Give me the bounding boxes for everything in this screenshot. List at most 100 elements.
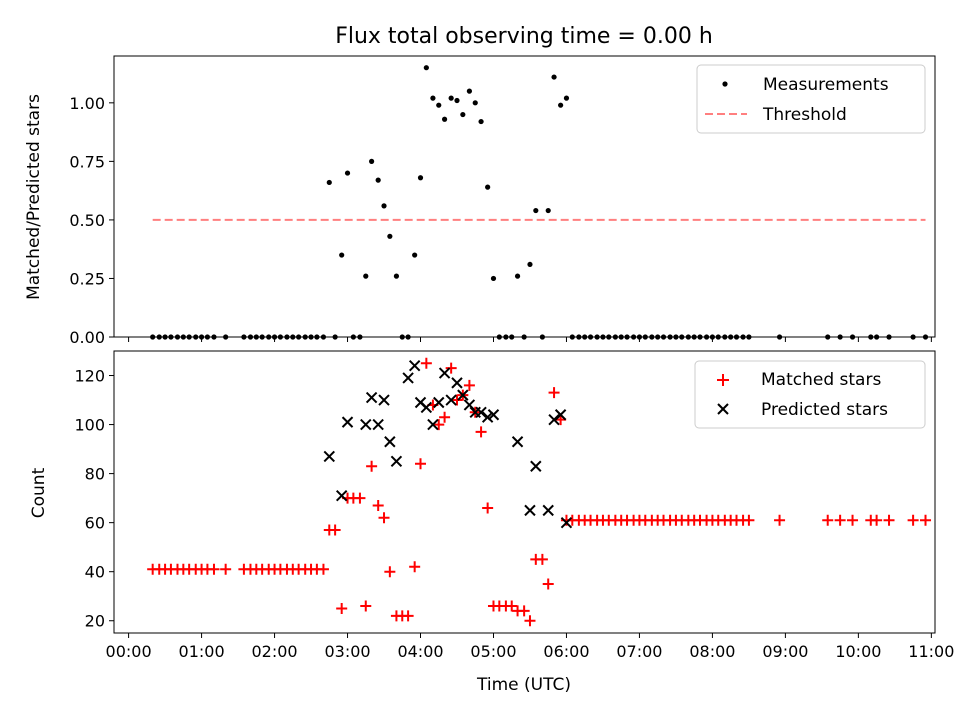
count-legend: Matched stars Predicted stars — [694, 360, 926, 429]
count-y-tick-label: 100 — [74, 416, 105, 435]
measurement-point — [563, 95, 570, 101]
predicted-stars-point — [341, 416, 354, 428]
matched-stars-point — [506, 600, 518, 612]
measurement-point — [375, 177, 381, 183]
predicted-stars-point — [445, 394, 457, 406]
predicted-stars-point — [402, 372, 414, 384]
matched-stars-point — [409, 561, 421, 573]
predicted-stars-point — [408, 360, 421, 372]
predicted-stars-point — [463, 399, 476, 411]
measurement-point — [448, 95, 454, 101]
count-x-tick-label: 06:00 — [543, 642, 589, 661]
matched-stars-point — [420, 357, 432, 369]
matched-stars-point — [920, 514, 932, 526]
matched-stars-point — [378, 512, 390, 524]
predicted-stars-point — [335, 489, 348, 502]
ratio-y-axis-label: Matched/Predicted stars — [24, 94, 44, 300]
measurement-point — [490, 275, 497, 282]
count-x-tick-label: 03:00 — [324, 642, 370, 661]
predicted-stars-point — [457, 389, 469, 401]
predicted-stars-point — [433, 396, 445, 409]
count-plot-area — [147, 357, 932, 627]
measurement-point — [454, 97, 460, 104]
matched-stars-legend-marker — [717, 374, 729, 386]
predicted-stars-point — [427, 418, 439, 431]
count-x-tick-label: 02:00 — [251, 642, 297, 661]
measurement-point — [344, 170, 351, 176]
predicted-stars-point — [378, 394, 390, 406]
measurement-point — [430, 95, 436, 101]
count-x-tick-label: 05:00 — [470, 642, 516, 661]
measurement-point — [339, 252, 345, 258]
measurements-legend-marker — [722, 81, 728, 87]
predicted-stars-point — [554, 409, 567, 421]
measurement-point — [485, 184, 491, 190]
matched-stars-point — [208, 563, 220, 575]
ratio-y-ticks: 0.00 0.25 0.50 0.75 1.00 — [69, 94, 114, 347]
matched-stars-point — [445, 362, 457, 374]
ratio-y-tick-label: 0.00 — [69, 328, 105, 347]
measurement-point — [436, 102, 442, 108]
predicted-stars-point — [420, 401, 433, 414]
ratio-axes-frame — [113, 55, 936, 338]
predicted-stars-point — [548, 413, 560, 426]
measurement-point — [369, 158, 375, 164]
matched-stars-legend-label: Matched stars — [761, 370, 881, 390]
measurement-point — [558, 102, 564, 108]
matched-stars-point — [475, 426, 487, 438]
matched-stars-point — [329, 524, 341, 536]
matched-stars-point — [433, 419, 445, 431]
matched-stars-point — [451, 394, 463, 406]
count-x-tick-label: 07:00 — [616, 642, 662, 661]
predicted-stars-point — [530, 460, 542, 472]
matched-stars-point — [822, 514, 834, 526]
predicted-stars-point — [365, 391, 378, 404]
predicted-stars-point — [542, 504, 554, 517]
count-y-tick-label: 60 — [85, 514, 105, 533]
predicted-stars-point — [323, 450, 335, 463]
ratio-y-tick-label: 0.25 — [69, 269, 105, 288]
count-x-tick-label: 10:00 — [835, 642, 881, 661]
count-y-tick-label: 40 — [85, 563, 105, 582]
matched-stars-point — [336, 602, 348, 614]
measurement-point — [551, 74, 557, 80]
predicted-stars-point — [560, 516, 573, 529]
measurement-point — [417, 175, 424, 181]
measurement-point — [460, 111, 466, 118]
matched-stars-point — [743, 514, 755, 526]
measurement-point — [387, 233, 393, 239]
measurement-point — [545, 207, 551, 214]
chart-title: Flux total observing time = 0.00 h — [335, 24, 713, 49]
measurement-point — [472, 100, 478, 106]
panel-count: Count Time (UTC) 20 40 60 80 100 120 00:00 01:… — [29, 350, 954, 695]
measurement-point — [441, 116, 448, 122]
predicted-stars-point — [475, 406, 487, 419]
ratio-y-tick-label: 0.75 — [69, 152, 105, 171]
measurement-point — [423, 65, 429, 71]
predicted-stars-point — [511, 436, 524, 448]
predicted-stars-point — [390, 455, 403, 468]
matched-stars-point — [415, 458, 427, 470]
predicted-stars-point — [487, 409, 500, 421]
x-axis-label: Time (UTC) — [476, 675, 571, 695]
matched-stars-point — [384, 566, 396, 578]
count-x-tick-label: 11:00 — [908, 642, 954, 661]
measurement-point — [326, 179, 332, 186]
matched-stars-point — [360, 600, 372, 612]
count-y-tick-label: 20 — [85, 612, 105, 631]
predicted-stars-legend-label: Predicted stars — [761, 400, 888, 420]
matched-stars-point — [463, 379, 475, 391]
matched-stars-point — [220, 563, 232, 575]
matched-stars-point — [317, 563, 329, 575]
measurement-point — [514, 273, 521, 279]
count-legend-box — [694, 360, 926, 429]
matched-stars-point — [907, 514, 919, 526]
predicted-stars-legend-marker — [717, 403, 729, 415]
count-x-tick-label: 08:00 — [689, 642, 735, 661]
matched-stars-point — [439, 411, 451, 423]
matched-stars-point — [774, 514, 786, 526]
panel-ratio: Flux total observing time = 0.00 h Match… — [24, 24, 936, 347]
measurement-point — [533, 207, 539, 214]
ratio-legend: Measurements Threshold — [696, 64, 926, 134]
